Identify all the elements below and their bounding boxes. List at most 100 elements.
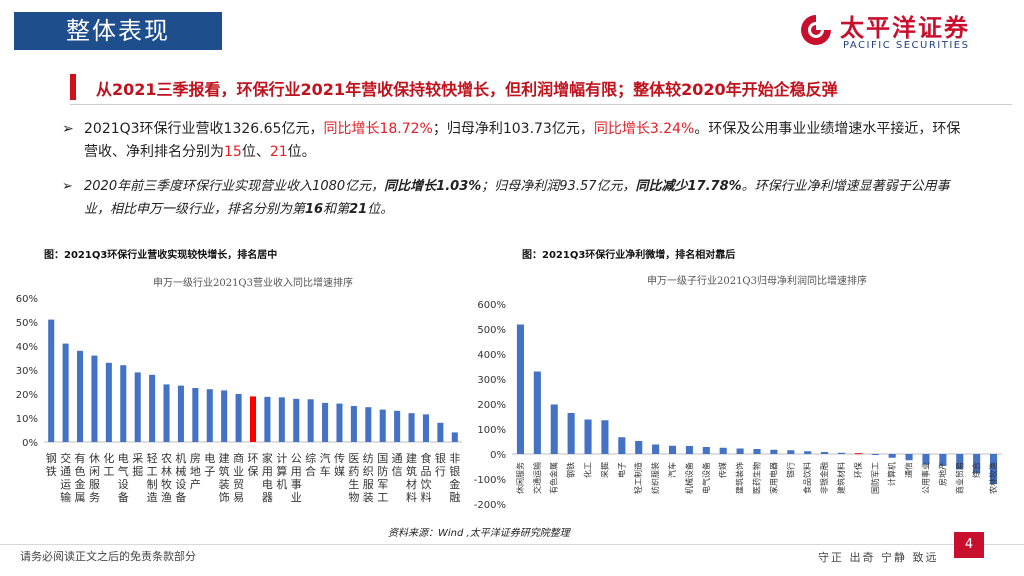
category-label: 房地产 bbox=[190, 452, 201, 491]
right-figure-caption: 图：2021Q3环保行业净利微增，排名相对靠后 bbox=[522, 250, 736, 261]
bar bbox=[719, 447, 727, 454]
category-label: 计算机 bbox=[887, 462, 897, 486]
bullet-text: 2020年前三季度环保行业实现营业收入1080亿元，同比增长1.03%；归母净利… bbox=[84, 175, 962, 221]
category-label: 钢铁 bbox=[566, 462, 576, 478]
footer-divider bbox=[0, 544, 1024, 545]
bar bbox=[702, 447, 710, 454]
category-label: 医药生物 bbox=[752, 462, 762, 494]
bullet-fragment: 同比增长3.24% bbox=[593, 121, 695, 137]
bar bbox=[120, 365, 127, 442]
company-logo: 太平洋证券 PACIFIC SECURITIES bbox=[798, 8, 998, 56]
logo-name: 太平洋证券 bbox=[840, 14, 970, 42]
y-tick-label: 600% bbox=[477, 300, 506, 311]
bullet-text: 2021Q3环保行业营收1326.65亿元，同比增长18.72%；归母净利103… bbox=[84, 118, 962, 164]
category-label: 电子 bbox=[616, 462, 626, 478]
bar bbox=[350, 406, 357, 442]
bar bbox=[322, 402, 329, 442]
bar bbox=[91, 355, 98, 442]
bar bbox=[48, 319, 55, 442]
y-tick-label: 10% bbox=[16, 414, 38, 425]
source-note: 资料来源：Wind ,太平洋证券研究院整理 bbox=[388, 528, 570, 539]
bar bbox=[163, 384, 170, 442]
y-tick-label: 200% bbox=[477, 400, 506, 411]
bar bbox=[567, 413, 575, 454]
y-tick-label: -200% bbox=[474, 500, 506, 511]
category-label: 汽车 bbox=[320, 451, 331, 478]
category-label: 休闲服务 bbox=[515, 462, 525, 494]
y-tick-label: 0% bbox=[22, 438, 38, 449]
y-tick-label: -100% bbox=[474, 475, 506, 486]
bar bbox=[177, 385, 184, 442]
bar bbox=[336, 403, 343, 442]
bar bbox=[787, 450, 795, 454]
bullet-fragment: 位。 bbox=[367, 202, 394, 217]
y-tick-label: 40% bbox=[16, 342, 38, 353]
category-label: 综合 bbox=[305, 451, 316, 478]
headline: 从2021三季报看，环保行业2021年营收保持较快增长，但利润增幅有限；整体较2… bbox=[96, 80, 838, 99]
bullet-fragment: 同比减少17.78% bbox=[635, 179, 742, 194]
bullet-fragment: 。环保及公用事业业绩增速水平接近，环保营收、净利排名分别为 bbox=[84, 121, 961, 160]
bar bbox=[293, 398, 300, 442]
bar bbox=[685, 446, 693, 454]
bar bbox=[221, 390, 228, 442]
category-label: 建筑装饰 bbox=[735, 462, 745, 494]
category-label: 商业贸易 bbox=[233, 451, 244, 504]
category-label: 公用事业 bbox=[291, 452, 302, 504]
bullet-fragment: 15 bbox=[224, 144, 242, 160]
y-tick-label: 100% bbox=[477, 425, 506, 436]
category-label: 建筑材料 bbox=[836, 462, 846, 494]
category-label: 轻工制造 bbox=[633, 462, 643, 494]
y-tick-label: 400% bbox=[477, 350, 506, 361]
bullet-arrow-icon: ➢ bbox=[62, 121, 74, 137]
category-label: 休闲服务 bbox=[89, 452, 100, 504]
bar bbox=[939, 454, 947, 466]
bar bbox=[668, 445, 677, 454]
category-label: 环保 bbox=[853, 462, 863, 478]
revenue-growth-chart: 申万一级行业2021Q3营业收入同比增速排序 0% 10% 20% 30% 40% 50% 6… bbox=[16, 276, 462, 504]
bullet-fragment: 21 bbox=[269, 144, 288, 160]
category-label: 纺织服装 bbox=[650, 462, 660, 494]
bar bbox=[62, 343, 69, 442]
chart-title: 申万一级子行业2021Q3归母净利润同比增速排序 bbox=[647, 274, 867, 287]
bar bbox=[105, 362, 112, 442]
category-label: 医药生物 bbox=[348, 452, 359, 504]
bar bbox=[192, 388, 199, 442]
bar bbox=[736, 448, 744, 454]
category-label: 有色金属 bbox=[549, 462, 559, 494]
bar bbox=[149, 374, 156, 442]
category-label: 交通运输 bbox=[60, 451, 71, 504]
bar bbox=[973, 454, 981, 474]
category-label: 环保 bbox=[248, 452, 259, 478]
bar bbox=[753, 449, 761, 454]
bar bbox=[77, 350, 84, 442]
profit-growth-chart: 申万一级子行业2021Q3归母净利润同比增速排序 -200% -100% 0% 100%… bbox=[474, 274, 1002, 511]
y-tick-label: 300% bbox=[477, 375, 506, 386]
bar bbox=[422, 414, 429, 442]
category-label: 家用电器 bbox=[262, 451, 273, 504]
category-label: 化工 bbox=[103, 451, 114, 478]
left-figure-caption: 图：2021Q3环保行业营收实现较快增长，排名居中 bbox=[44, 250, 278, 261]
bar bbox=[804, 451, 812, 454]
category-label: 商业贸易 bbox=[954, 462, 964, 494]
category-label: 农林牧渔 bbox=[161, 451, 172, 504]
bullet-fragment: 位。 bbox=[287, 144, 316, 160]
bullet-point-1: ➢ 2021Q3环保行业营收1326.65亿元，同比增长18.72%；归母净利1… bbox=[62, 118, 962, 164]
bar bbox=[134, 372, 141, 442]
category-label: 综合 bbox=[971, 462, 981, 478]
bar bbox=[550, 404, 558, 454]
category-label: 机械设备 bbox=[175, 451, 186, 504]
y-tick-label: 30% bbox=[16, 366, 38, 377]
y-tick-label: 50% bbox=[16, 318, 38, 329]
category-label: 采掘 bbox=[599, 462, 609, 478]
category-label: 通信 bbox=[904, 462, 914, 478]
category-label: 交通运输 bbox=[532, 462, 542, 494]
category-label: 汽车 bbox=[667, 462, 677, 478]
category-label: 食品饮料 bbox=[802, 462, 812, 494]
category-label: 有色金属 bbox=[75, 451, 86, 504]
category-label: 银行 bbox=[435, 451, 446, 478]
bullet-fragment: 同比增长18.72% bbox=[323, 121, 433, 137]
bar bbox=[584, 419, 592, 454]
bar bbox=[990, 454, 998, 484]
bullet-fragment: 同比增长1.03% bbox=[384, 179, 482, 194]
logo-subtitle: PACIFIC SECURITIES bbox=[843, 40, 970, 51]
